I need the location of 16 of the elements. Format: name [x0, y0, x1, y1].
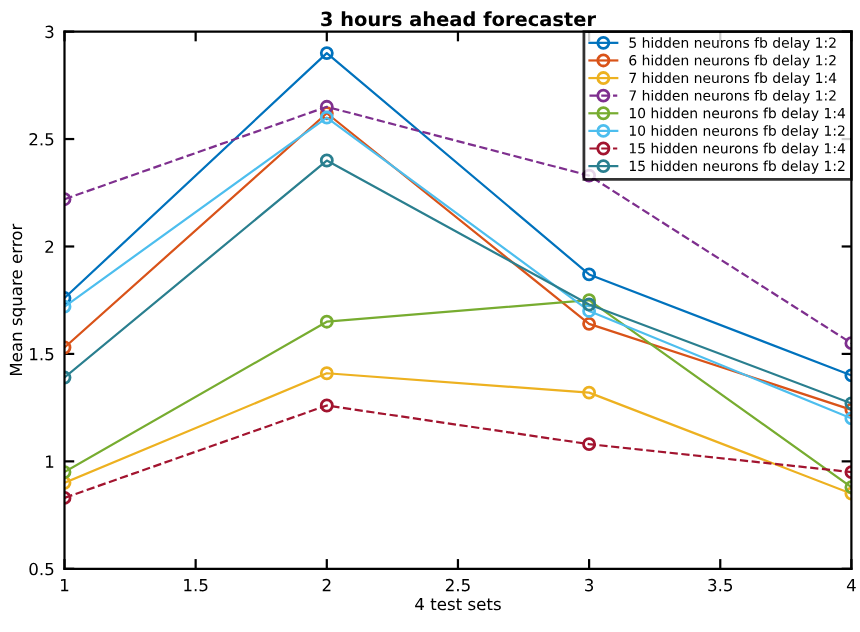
y-tick-label: 1.5: [30, 348, 54, 361]
y-tick-label: 2: [45, 240, 54, 253]
x-tick-label: 3.5: [708, 578, 733, 592]
x-tick-label: 2: [322, 578, 331, 592]
y-tick-label: 0.5: [29, 562, 54, 576]
x-axis-title: 4 test sets: [415, 597, 501, 611]
y-tick-label: 3: [45, 25, 54, 39]
y-tick-label: 2.5: [29, 133, 54, 146]
y-tick-label: 1: [46, 455, 54, 468]
x-tick-label: 2.5: [445, 578, 470, 592]
y-axis-title: Mean square error: [9, 223, 26, 376]
x-tick-label: 4: [846, 579, 856, 592]
chart-title: 3 hours ahead forecaster: [321, 11, 596, 27]
x-tick-label: 1: [61, 579, 69, 592]
x-tick-label: 1.5: [184, 579, 208, 592]
x-tick-label: 3: [585, 578, 594, 592]
